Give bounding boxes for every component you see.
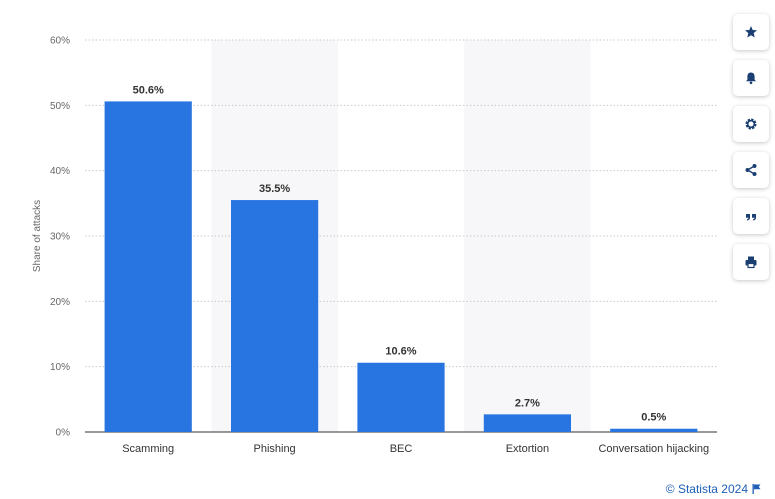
bell-icon (746, 72, 756, 85)
x-tick-label: Extortion (506, 443, 549, 455)
data-label: 2.7% (515, 397, 540, 409)
labels: 0% 10% 20% 30% 40% 50% 60% 50.6% Scamming 35.5% Ph… (50, 36, 709, 456)
y-tick-label: 20% (50, 297, 70, 308)
flag-icon[interactable] (752, 484, 761, 494)
data-label: 10.6% (385, 346, 416, 358)
print-button[interactable] (733, 244, 769, 280)
quote-icon (746, 214, 756, 221)
x-tick-label: Conversation hijacking (598, 443, 709, 455)
share-icon (745, 164, 757, 176)
bar[interactable] (357, 362, 445, 432)
star-icon (745, 26, 757, 38)
y-axis-title: Share of attacks (32, 200, 43, 272)
bar[interactable] (230, 200, 319, 432)
y-tick-label: 40% (50, 166, 70, 177)
printer-icon (745, 256, 757, 269)
y-tick-label: 30% (50, 232, 70, 243)
x-tick-label: BEC (390, 443, 413, 455)
toolbar (733, 14, 771, 290)
share-button[interactable] (733, 152, 769, 188)
data-label: 35.5% (259, 183, 290, 195)
y-tick-label: 10% (50, 362, 70, 373)
bars (104, 101, 698, 432)
x-tick-label: Phishing (253, 443, 295, 455)
y-tick-label: 60% (50, 36, 70, 47)
bar-chart: 0% 10% 20% 30% 40% 50% 60% 50.6% Scamming 35.5% Ph… (32, 36, 717, 456)
data-label: 0.5% (641, 412, 666, 424)
x-tick-label: Scamming (122, 443, 174, 455)
y-tick-label: 50% (50, 101, 70, 112)
notification-button[interactable] (733, 60, 769, 96)
cite-button[interactable] (733, 198, 769, 234)
copyright-credit[interactable]: © Statista 2024 (665, 482, 748, 496)
bar[interactable] (610, 428, 698, 432)
settings-button[interactable] (733, 106, 769, 142)
data-label: 50.6% (133, 84, 164, 96)
gear-icon (745, 118, 757, 130)
favorite-button[interactable] (733, 14, 769, 50)
bar[interactable] (483, 414, 572, 432)
bar[interactable] (104, 101, 192, 432)
y-tick-label: 0% (56, 428, 71, 439)
